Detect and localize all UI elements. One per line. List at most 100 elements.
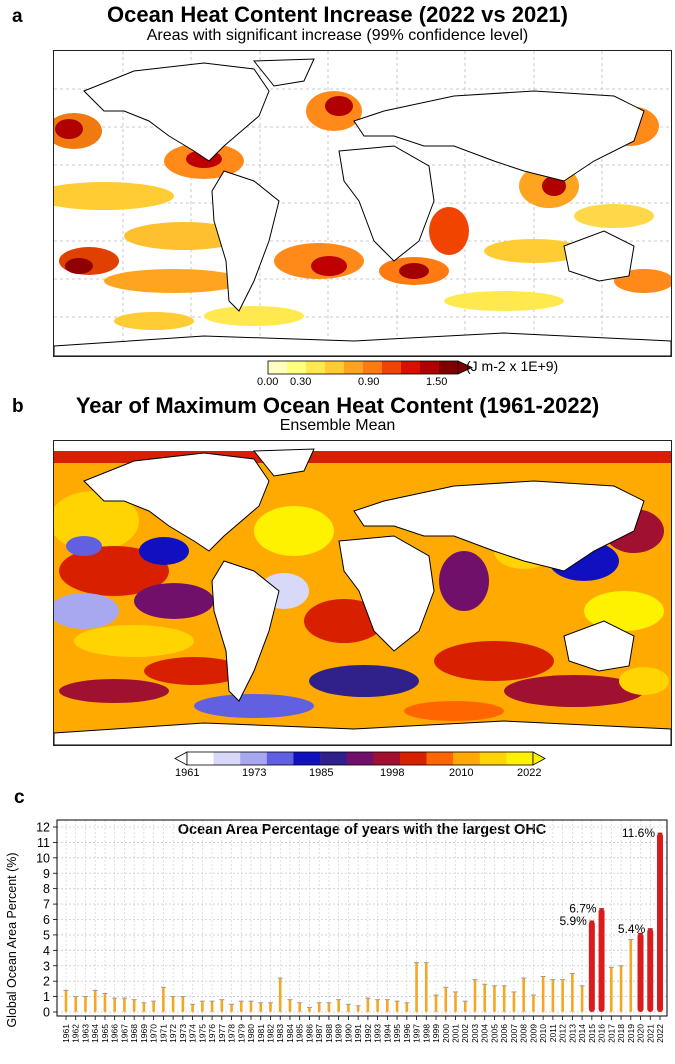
chart-bar-2009 — [532, 995, 535, 1012]
chart-x-tick-label: 2017 — [606, 1024, 616, 1043]
chart-bar-1998 — [424, 962, 428, 1012]
chart-x-tick-label: 2012 — [558, 1024, 568, 1043]
chart-x-tick-label: 2016 — [597, 1024, 607, 1043]
chart-bar-2003 — [473, 979, 477, 1012]
panel-b-subtitle: Ensemble Mean — [279, 417, 396, 434]
chart-y-tick-label: 2 — [43, 975, 50, 989]
chart-bar-2021 — [647, 928, 654, 1012]
chart-bar-1996 — [405, 1002, 409, 1012]
chart-bar-2004 — [483, 984, 487, 1012]
chart-x-tick-label: 1973 — [178, 1024, 188, 1043]
colorbar-b-segment — [346, 752, 374, 765]
chart-data-label: 5.4% — [618, 922, 646, 936]
chart-x-tick-label: 1999 — [431, 1024, 441, 1043]
chart-bar-1981 — [259, 1002, 263, 1012]
colorbar-a-segment — [401, 361, 421, 374]
chart-x-tick-label: 1998 — [421, 1024, 431, 1043]
colorbar-b-tick-5: 2022 — [517, 767, 542, 779]
chart-x-tick-label: 1993 — [373, 1024, 383, 1043]
chart-x-tick-label: 2004 — [480, 1024, 490, 1043]
colorbar-b-segment — [213, 752, 241, 765]
chart-bar-1975 — [201, 1001, 204, 1012]
chart-bar-2019 — [629, 939, 633, 1012]
chart-x-tick-label: 1997 — [412, 1024, 422, 1043]
chart-bar-1983 — [278, 978, 282, 1012]
colorbar-b-tick-4: 2010 — [449, 767, 474, 779]
colorbar-a — [267, 360, 473, 375]
chart-x-tick-label: 1991 — [353, 1024, 363, 1043]
chart-bar-1997 — [415, 962, 418, 1012]
chart-bar-2006 — [502, 985, 506, 1012]
chart-x-tick-label: 2000 — [441, 1024, 451, 1043]
chart-y-tick-label: 4 — [43, 944, 50, 958]
chart-bar-2000 — [444, 987, 448, 1012]
panel-a-subtitle: Areas with significant increase (99% con… — [146, 27, 529, 44]
colorbar-b-segment — [266, 752, 294, 765]
chart-bar-1982 — [269, 1002, 272, 1012]
chart-bar-2018 — [619, 965, 623, 1012]
chart-bar-1970 — [152, 1001, 155, 1012]
chart-bar-2013 — [571, 973, 574, 1012]
chart-x-tick-label: 1985 — [295, 1024, 305, 1043]
chart-x-tick-label: 1969 — [139, 1024, 149, 1043]
chart-bar-2017 — [610, 967, 613, 1012]
chart-bar-1994 — [386, 999, 389, 1012]
chart-title: Ocean Area Percentage of years with the … — [178, 822, 547, 838]
chart-x-tick-label: 1983 — [275, 1024, 285, 1043]
chart-x-tick-label: 2007 — [509, 1024, 519, 1043]
chart-x-tick-label: 1987 — [314, 1024, 324, 1043]
chart-y-tick-label: 10 — [36, 851, 50, 865]
chart-bar-1987 — [317, 1002, 321, 1012]
chart-bar-2001 — [454, 991, 457, 1012]
colorbar-b-segment — [453, 752, 481, 765]
chart-x-tick-label: 1977 — [217, 1024, 227, 1043]
chart-x-tick-label: 2019 — [626, 1024, 636, 1043]
chart-x-tick-label: 2006 — [499, 1024, 509, 1043]
colorbar-a-segment — [306, 361, 326, 374]
chart-x-tick-label: 1994 — [382, 1024, 392, 1043]
chart-y-tick-label: 7 — [43, 898, 50, 912]
continents-a — [54, 58, 671, 356]
chart-x-tick-label: 2018 — [616, 1024, 626, 1043]
chart-x-tick-label: 2015 — [587, 1024, 597, 1043]
chart-x-tick-label: 1976 — [207, 1024, 217, 1043]
chart-bar-1984 — [288, 999, 292, 1012]
colorbar-a-unit: (J m-2 x 1E+9) — [466, 358, 559, 374]
chart-bar-2007 — [512, 991, 516, 1012]
colorbar-a-segment — [344, 361, 364, 374]
chart-bar-1986 — [308, 1007, 311, 1012]
chart-y-tick-label: 11 — [37, 836, 50, 850]
chart-bar-1965 — [103, 993, 107, 1012]
chart-bar-2015 — [588, 921, 595, 1012]
colorbar-a-tick-1: 0.30 — [290, 376, 312, 388]
chart-x-tick-label: 2022 — [655, 1024, 665, 1043]
panel-b-title: Year of Maximum Ocean Heat Content (1961… — [75, 393, 600, 418]
colorbar-b-arrow-right — [532, 751, 546, 766]
chart-y-tick-label: 3 — [43, 959, 50, 973]
colorbar-a-segment — [325, 361, 345, 374]
chart-bar-1999 — [434, 995, 438, 1012]
chart-bar-2022 — [657, 833, 663, 1012]
chart-x-tick-label: 1974 — [188, 1024, 198, 1043]
chart-data-label: 11.6% — [622, 826, 655, 840]
chart-x-tick-label: 1967 — [119, 1024, 129, 1043]
chart-x-tick-label: 2014 — [577, 1024, 587, 1043]
chart-bar-1995 — [395, 1001, 399, 1012]
chart-y-axis-label: Global Ocean Area Percent (%) — [5, 852, 19, 1027]
chart-bar-1972 — [171, 996, 175, 1012]
chart-bar-2010 — [541, 976, 545, 1012]
chart-bar-1966 — [113, 998, 116, 1012]
panel-b-letter: b — [12, 396, 24, 417]
colorbar-a-arrow — [457, 360, 473, 375]
panel-a-letter: a — [12, 6, 23, 27]
chart-bar-1961 — [64, 990, 68, 1012]
chart-y-tick-label: 5 — [43, 928, 50, 942]
chart-bar-1985 — [298, 1002, 302, 1012]
chart-x-tick-label: 2010 — [538, 1024, 548, 1043]
chart-x-tick-label: 2008 — [519, 1024, 529, 1043]
chart-x-tick-label: 1982 — [265, 1024, 275, 1043]
colorbar-a-tick-3: 1.50 — [426, 376, 448, 388]
chart-x-tick-label: 2013 — [567, 1024, 577, 1043]
chart-y-tick-label: 6 — [43, 913, 50, 927]
chart-bar-1969 — [142, 1002, 146, 1012]
